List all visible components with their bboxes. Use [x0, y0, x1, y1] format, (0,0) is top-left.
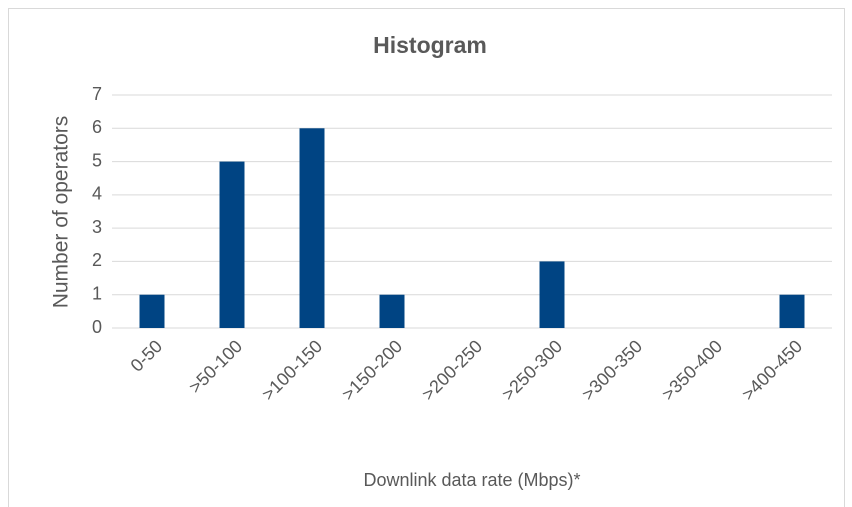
- x-tick-label: 0-50: [127, 336, 167, 376]
- x-tick-label: >300-350: [578, 336, 646, 404]
- y-tick-label: 2: [92, 250, 102, 270]
- chart-border: [8, 8, 845, 507]
- y-tick-label: 1: [92, 283, 102, 303]
- bar: [379, 294, 405, 328]
- bar: [139, 294, 165, 328]
- x-tick-label: >400-450: [738, 336, 806, 404]
- y-tick-label: 0: [92, 317, 102, 337]
- y-tick-label: 3: [92, 217, 102, 237]
- x-tick-label: >100-150: [258, 336, 326, 404]
- x-axis-label: Downlink data rate (Mbps)*: [363, 470, 580, 490]
- y-tick-label: 4: [92, 184, 102, 204]
- bar: [779, 294, 805, 328]
- x-tick-label: >200-250: [418, 336, 486, 404]
- chart-title: Histogram: [373, 32, 487, 58]
- bar: [539, 261, 565, 328]
- bar: [219, 161, 245, 328]
- x-tick-label: >350-400: [658, 336, 726, 404]
- x-tick-label: >250-300: [498, 336, 566, 404]
- y-tick-label: 6: [92, 117, 102, 137]
- bar: [299, 128, 325, 328]
- x-tick-label: >50-100: [185, 336, 246, 397]
- y-axis-label: Number of operators: [50, 116, 73, 309]
- y-tick-label: 7: [92, 84, 102, 104]
- y-tick-label: 5: [92, 150, 102, 170]
- x-tick-label: >150-200: [338, 336, 406, 404]
